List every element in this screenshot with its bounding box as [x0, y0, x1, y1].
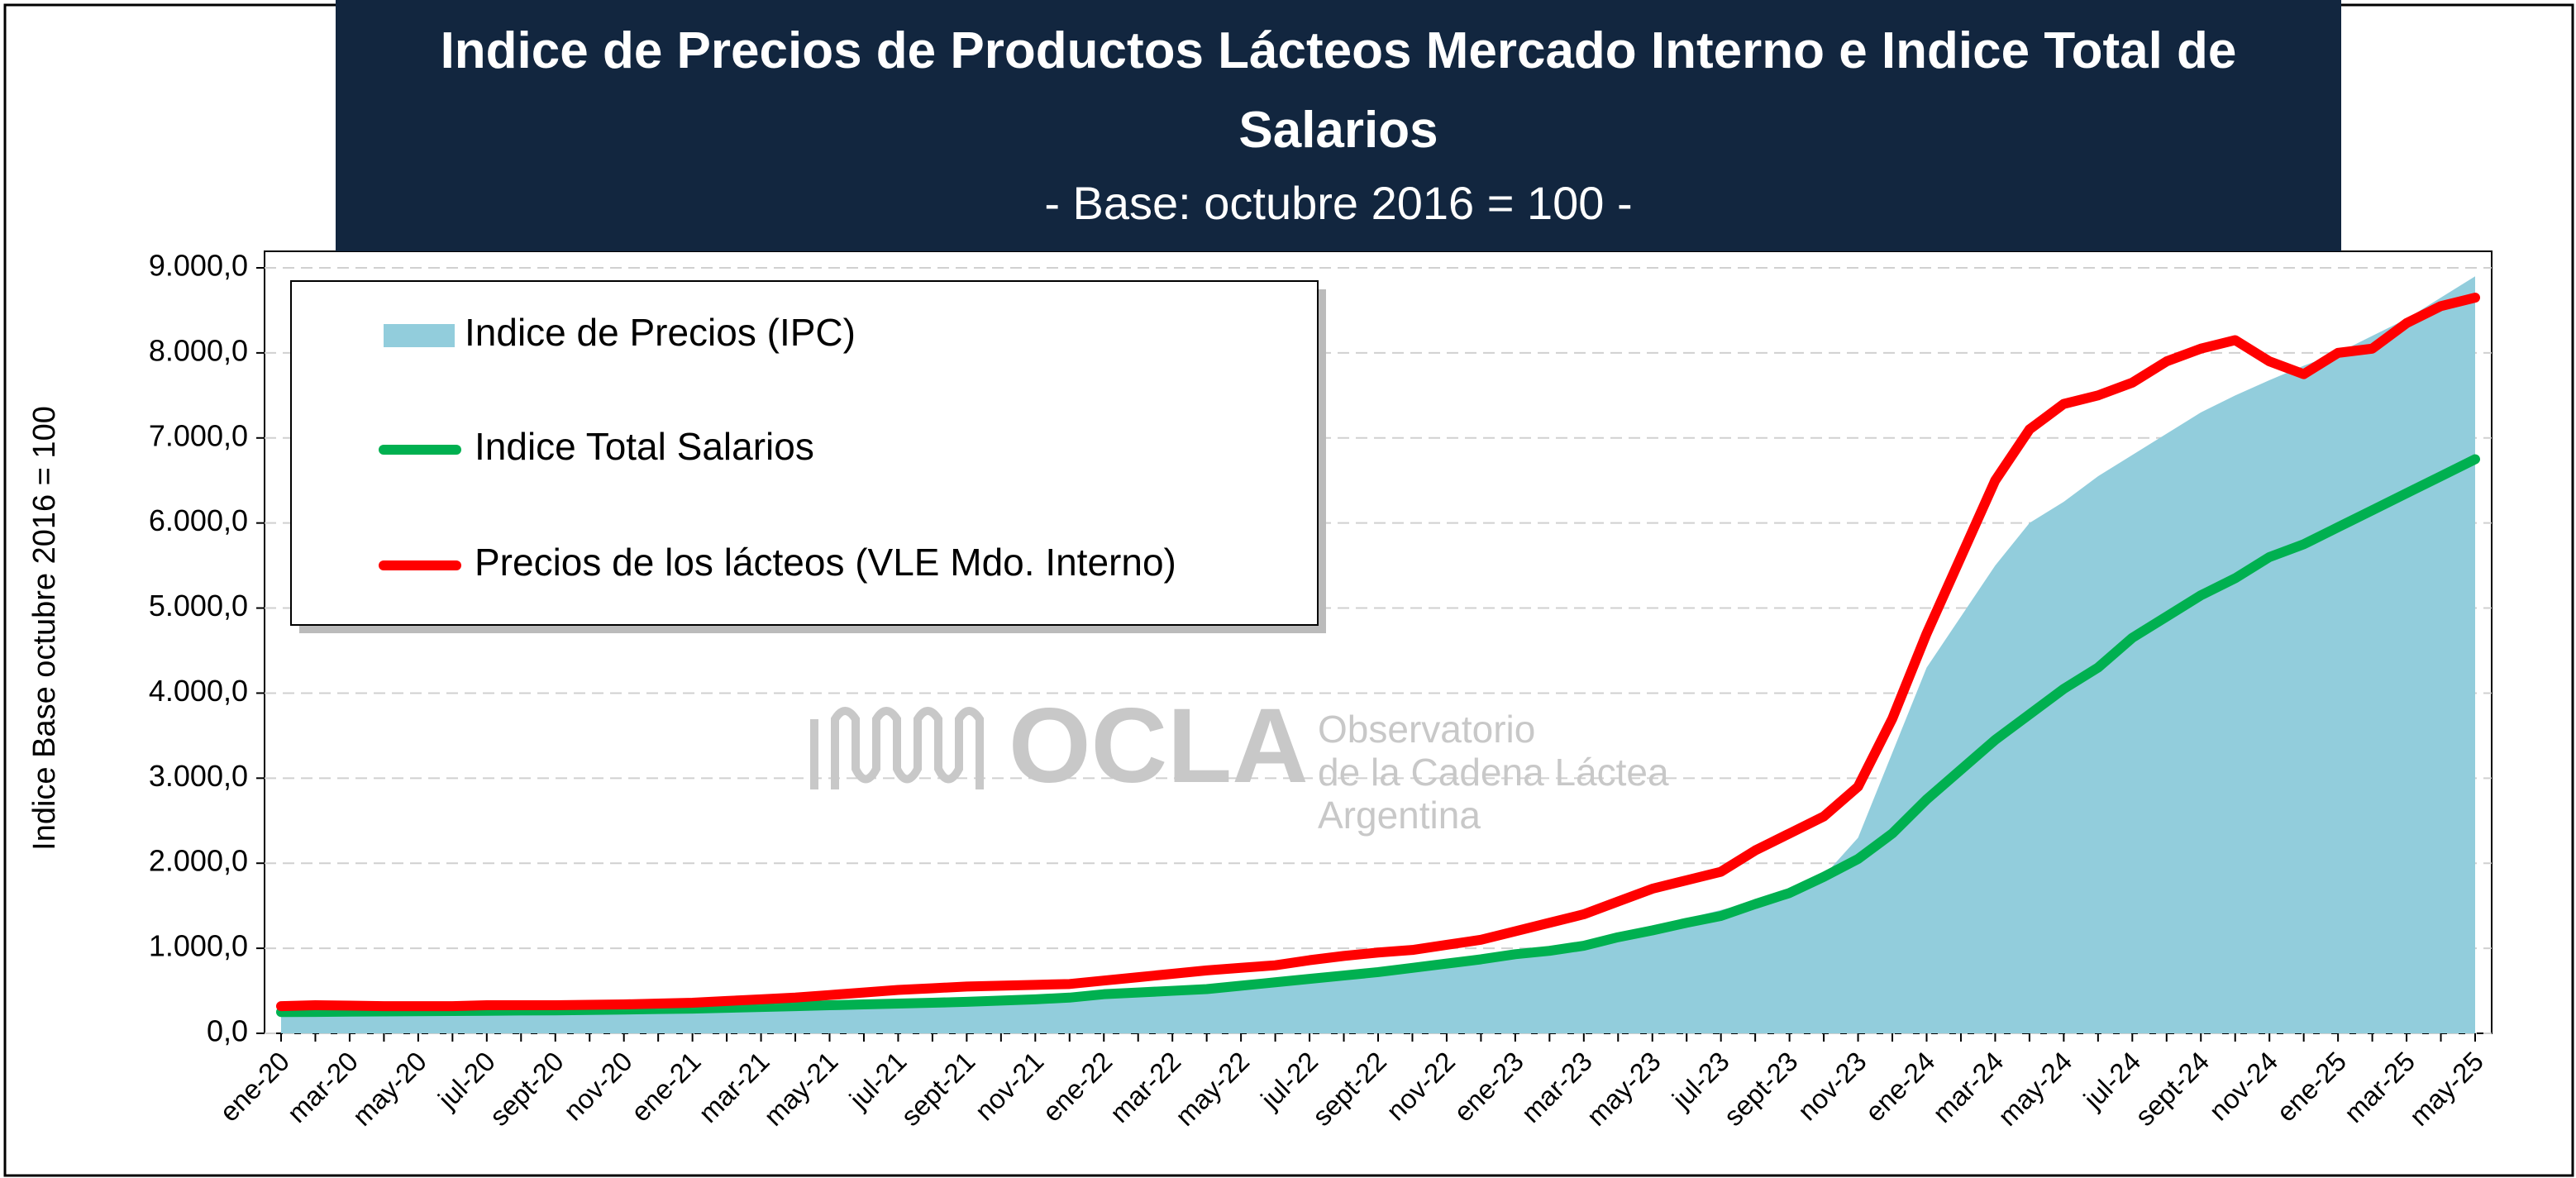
x-tick-label: may-22: [1169, 1046, 1255, 1132]
x-tick-label: sept-22: [1306, 1046, 1392, 1132]
x-tick-label: nov-20: [557, 1046, 638, 1127]
legend-label: Indice de Precios (IPC): [465, 311, 856, 354]
areas: [281, 276, 2475, 1033]
x-tick-label: ene-20: [213, 1046, 295, 1128]
x-tick-label: ene-22: [1037, 1046, 1119, 1128]
y-tick-label: 8.000,0: [149, 333, 248, 367]
y-tick-label: 4.000,0: [149, 674, 248, 708]
x-tick-label: may-24: [1992, 1046, 2078, 1132]
y-tick-label: 0,0: [207, 1014, 248, 1048]
x-tick-label: sept-20: [484, 1046, 570, 1132]
legend: Indice de Precios (IPC) Indice Total Sala…: [290, 280, 1326, 633]
legend-swatch: [384, 324, 455, 347]
x-tick-label: may-23: [1581, 1046, 1667, 1132]
y-tick-label: 1.000,0: [149, 929, 248, 963]
x-tick-label: sept-23: [1718, 1046, 1804, 1132]
legend-label: Indice Total Salarios: [475, 425, 814, 468]
watermark-text: Observatorio: [1318, 708, 1535, 751]
legend-label: Precios de los lácteos (VLE Mdo. Interno…: [475, 541, 1176, 584]
y-tick-label: 5.000,0: [149, 589, 248, 622]
lines: [276, 293, 2480, 1018]
y-tick-label: 9.000,0: [149, 249, 248, 283]
x-tick-label: may-20: [346, 1046, 432, 1132]
x-tick-label: sept-21: [894, 1046, 980, 1132]
x-tick-label: may-25: [2403, 1046, 2489, 1132]
x-tick-label: sept-24: [2129, 1046, 2215, 1132]
y-tick-label: 2.000,0: [149, 844, 248, 878]
chart-title: Indice de Precios de Productos Lácteos M…: [440, 22, 2237, 159]
title-box: Indice de Precios de Productos Lácteos M…: [336, 0, 2341, 251]
watermark-logo: OCLA: [1009, 687, 1309, 805]
line: [276, 454, 2480, 1018]
watermark-text: de la Cadena Láctea: [1318, 751, 1669, 794]
y-tick-label: 6.000,0: [149, 503, 248, 537]
x-tick-label: nov-23: [1791, 1046, 1872, 1127]
y-tick-label: 7.000,0: [149, 418, 248, 452]
watermark-wave: [810, 707, 984, 789]
legend-box: [290, 280, 1319, 626]
line: [276, 293, 2480, 1012]
x-tick-label: ene-25: [2270, 1046, 2352, 1128]
x-tick-label: ene-24: [1859, 1046, 1941, 1128]
chart-subtitle: - Base: octubre 2016 = 100 -: [1044, 177, 1633, 229]
y-tick-label: 3.000,0: [149, 759, 248, 793]
watermark-text: Argentina: [1318, 794, 1481, 837]
x-tick-label: may-21: [758, 1046, 844, 1132]
y-axis-label: Indice Base octubre 2016 = 100: [27, 406, 62, 851]
x-tick-label: ene-21: [625, 1046, 707, 1128]
x-tick-label: nov-21: [969, 1046, 1050, 1127]
x-tick-label: nov-22: [1381, 1046, 1462, 1127]
x-tick-label: nov-24: [2203, 1046, 2284, 1127]
x-tick-label: ene-23: [1448, 1046, 1529, 1128]
area: [281, 276, 2475, 1033]
